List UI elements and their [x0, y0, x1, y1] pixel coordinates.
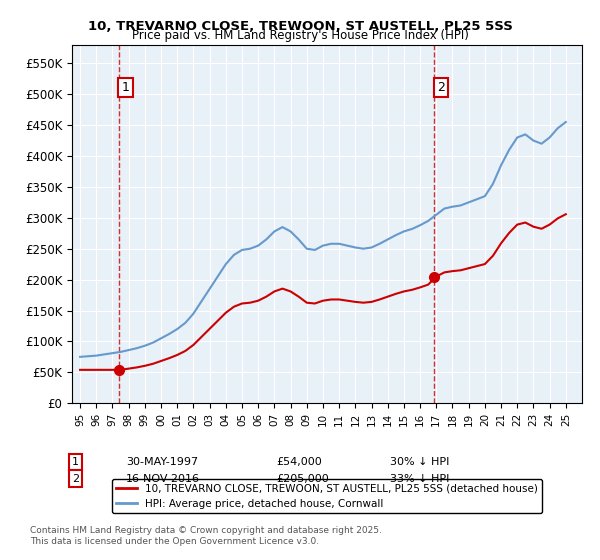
Text: 1: 1 — [72, 457, 79, 467]
Text: Contains HM Land Registry data © Crown copyright and database right 2025.
This d: Contains HM Land Registry data © Crown c… — [30, 526, 382, 546]
Text: 30-MAY-1997: 30-MAY-1997 — [126, 457, 198, 467]
Text: Price paid vs. HM Land Registry's House Price Index (HPI): Price paid vs. HM Land Registry's House … — [131, 29, 469, 42]
Text: 2: 2 — [72, 474, 79, 484]
Text: 33% ↓ HPI: 33% ↓ HPI — [390, 474, 449, 484]
Text: 1: 1 — [122, 81, 130, 94]
Text: 2: 2 — [437, 81, 445, 94]
Legend: 10, TREVARNO CLOSE, TREWOON, ST AUSTELL, PL25 5SS (detached house), HPI: Average: 10, TREVARNO CLOSE, TREWOON, ST AUSTELL,… — [112, 479, 542, 512]
Text: £54,000: £54,000 — [276, 457, 322, 467]
Text: 16-NOV-2016: 16-NOV-2016 — [126, 474, 200, 484]
Text: 10, TREVARNO CLOSE, TREWOON, ST AUSTELL, PL25 5SS: 10, TREVARNO CLOSE, TREWOON, ST AUSTELL,… — [88, 20, 512, 32]
Text: 30% ↓ HPI: 30% ↓ HPI — [390, 457, 449, 467]
Text: £205,000: £205,000 — [276, 474, 329, 484]
